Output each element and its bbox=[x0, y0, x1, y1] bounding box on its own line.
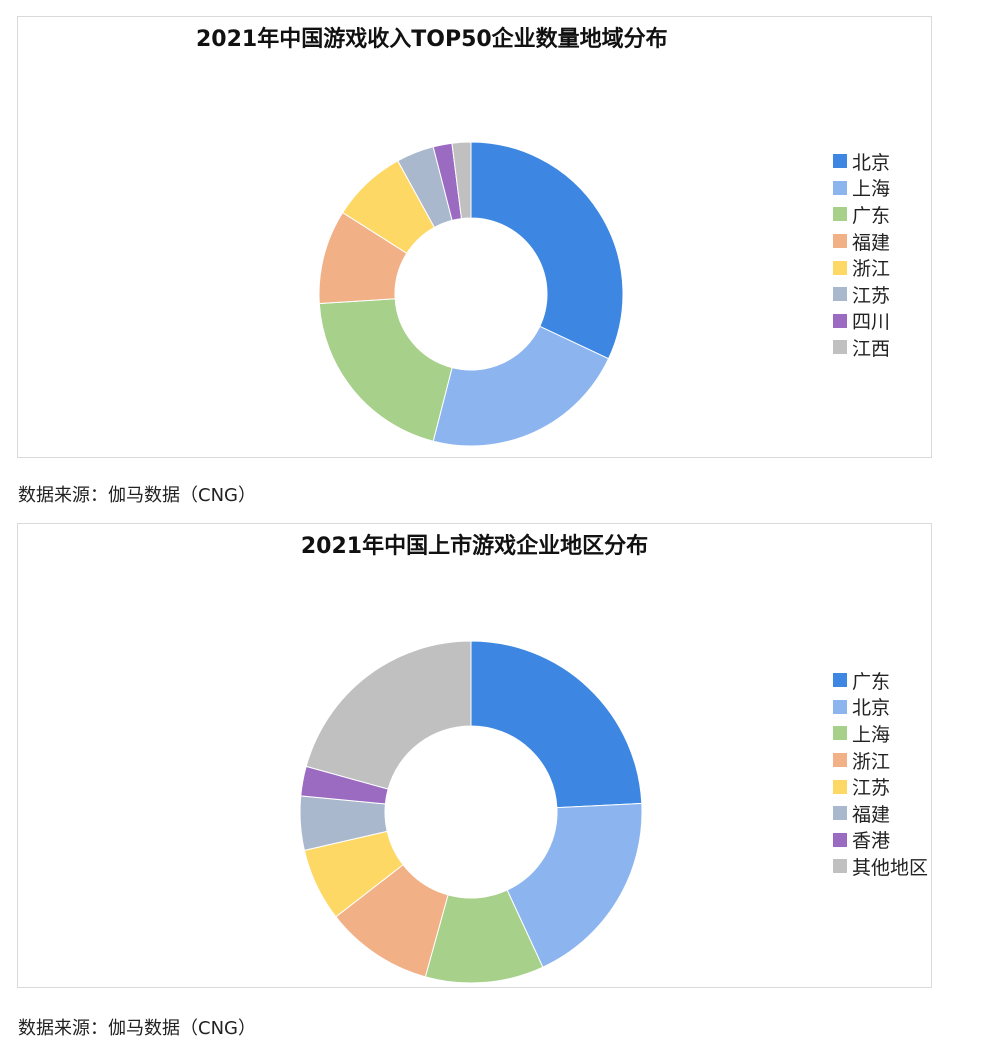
chart-2-legend: 广东北京上海浙江江苏福建香港其他地区 bbox=[833, 667, 928, 880]
slice-广东 bbox=[470, 640, 643, 809]
legend-swatch bbox=[833, 859, 847, 874]
legend-swatch bbox=[833, 673, 847, 688]
legend-label: 广东 bbox=[852, 670, 891, 693]
legend-item: 江苏 bbox=[833, 773, 928, 800]
legend-swatch bbox=[833, 260, 847, 275]
legend-item: 福建 bbox=[833, 228, 890, 255]
legend-item: 浙江 bbox=[833, 747, 928, 774]
legend-item: 广东 bbox=[833, 201, 890, 228]
source-note-1: 数据来源：伽马数据（CNG） bbox=[18, 485, 256, 506]
source-note-2: 数据来源：伽马数据（CNG） bbox=[18, 1018, 256, 1039]
legend-swatch bbox=[833, 340, 847, 355]
legend-item: 北京 bbox=[833, 694, 928, 721]
slice-广东 bbox=[318, 298, 453, 442]
legend-label: 其他地区 bbox=[852, 856, 929, 879]
legend-label: 江苏 bbox=[852, 777, 891, 800]
slice-北京 bbox=[506, 802, 643, 968]
legend-item: 江苏 bbox=[833, 281, 890, 308]
slice-北京 bbox=[470, 141, 624, 360]
legend-item: 福建 bbox=[833, 800, 928, 827]
legend-label: 上海 bbox=[852, 723, 891, 746]
slice-上海 bbox=[432, 325, 610, 447]
legend-label: 福建 bbox=[852, 803, 891, 826]
legend-swatch bbox=[833, 154, 847, 169]
legend-swatch bbox=[833, 180, 847, 195]
legend-label: 四川 bbox=[852, 311, 891, 334]
legend-swatch bbox=[833, 726, 847, 741]
legend-label: 北京 bbox=[852, 697, 891, 720]
legend-item: 广东 bbox=[833, 667, 928, 694]
slice-江西 bbox=[451, 141, 472, 220]
legend-item: 上海 bbox=[833, 175, 890, 202]
legend-item: 香港 bbox=[833, 827, 928, 854]
chart-1-legend: 北京上海广东福建浙江江苏四川江西 bbox=[833, 148, 890, 361]
legend-label: 福建 bbox=[852, 231, 891, 254]
legend-label: 上海 bbox=[852, 178, 891, 201]
legend-swatch bbox=[833, 287, 847, 302]
legend-label: 广东 bbox=[852, 204, 891, 227]
chart-2: 2021年中国上市游戏企业地区分布 广东北京上海浙江江苏福建香港其他地区 bbox=[17, 523, 932, 988]
chart-2-title: 2021年中国上市游戏企业地区分布 bbox=[300, 534, 649, 559]
legend-swatch bbox=[833, 234, 847, 249]
legend-item: 北京 bbox=[833, 148, 890, 175]
chart-1: 2021年中国游戏收入TOP50企业数量地域分布 北京上海广东福建浙江江苏四川江… bbox=[17, 16, 932, 458]
chart-1-title: 2021年中国游戏收入TOP50企业数量地域分布 bbox=[196, 27, 668, 52]
legend-swatch bbox=[833, 313, 847, 328]
legend-label: 浙江 bbox=[852, 750, 891, 773]
chart-2-donut bbox=[299, 640, 643, 984]
legend-swatch bbox=[833, 699, 847, 714]
legend-swatch bbox=[833, 753, 847, 768]
slice-其他地区 bbox=[305, 640, 472, 790]
legend-label: 江西 bbox=[852, 337, 891, 360]
legend-swatch bbox=[833, 207, 847, 222]
legend-item: 浙江 bbox=[833, 254, 890, 281]
legend-item: 上海 bbox=[833, 720, 928, 747]
legend-swatch bbox=[833, 806, 847, 821]
legend-label: 浙江 bbox=[852, 258, 891, 281]
chart-1-donut bbox=[318, 141, 624, 447]
legend-label: 北京 bbox=[852, 151, 891, 174]
legend-item: 其他地区 bbox=[833, 853, 928, 880]
legend-item: 江西 bbox=[833, 334, 890, 361]
legend-label: 江苏 bbox=[852, 284, 891, 307]
legend-swatch bbox=[833, 832, 847, 847]
legend-item: 四川 bbox=[833, 308, 890, 335]
legend-label: 香港 bbox=[852, 830, 891, 853]
legend-swatch bbox=[833, 779, 847, 794]
